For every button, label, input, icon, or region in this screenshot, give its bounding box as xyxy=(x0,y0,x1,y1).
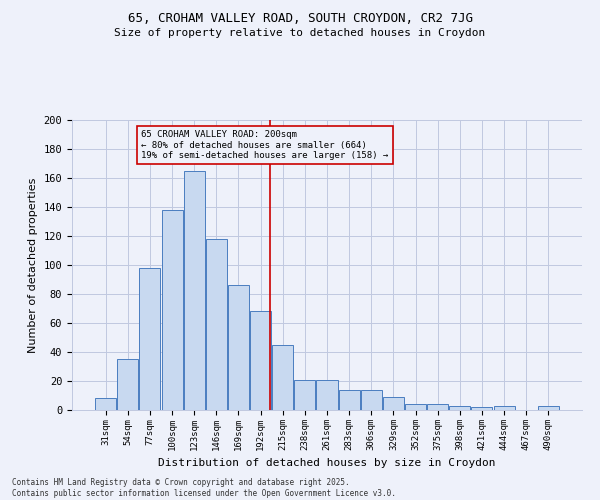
Bar xyxy=(316,380,338,410)
Bar xyxy=(184,171,205,410)
Bar xyxy=(228,286,249,410)
Bar xyxy=(449,406,470,410)
Bar xyxy=(338,390,359,410)
Bar xyxy=(538,406,559,410)
Bar xyxy=(427,404,448,410)
Bar xyxy=(161,210,182,410)
Bar xyxy=(139,268,160,410)
Text: 65 CROHAM VALLEY ROAD: 200sqm
← 80% of detached houses are smaller (664)
19% of : 65 CROHAM VALLEY ROAD: 200sqm ← 80% of d… xyxy=(141,130,388,160)
Bar xyxy=(295,380,316,410)
Bar xyxy=(494,406,515,410)
Text: Contains HM Land Registry data © Crown copyright and database right 2025.
Contai: Contains HM Land Registry data © Crown c… xyxy=(12,478,396,498)
Bar xyxy=(383,397,404,410)
Bar xyxy=(118,359,139,410)
Text: Distribution of detached houses by size in Croydon: Distribution of detached houses by size … xyxy=(158,458,496,468)
Bar xyxy=(206,239,227,410)
Y-axis label: Number of detached properties: Number of detached properties xyxy=(28,178,38,352)
Bar xyxy=(95,398,116,410)
Bar xyxy=(272,345,293,410)
Text: Size of property relative to detached houses in Croydon: Size of property relative to detached ho… xyxy=(115,28,485,38)
Bar xyxy=(472,407,493,410)
Bar xyxy=(250,312,271,410)
Bar xyxy=(405,404,426,410)
Bar xyxy=(361,390,382,410)
Text: 65, CROHAM VALLEY ROAD, SOUTH CROYDON, CR2 7JG: 65, CROHAM VALLEY ROAD, SOUTH CROYDON, C… xyxy=(128,12,473,26)
